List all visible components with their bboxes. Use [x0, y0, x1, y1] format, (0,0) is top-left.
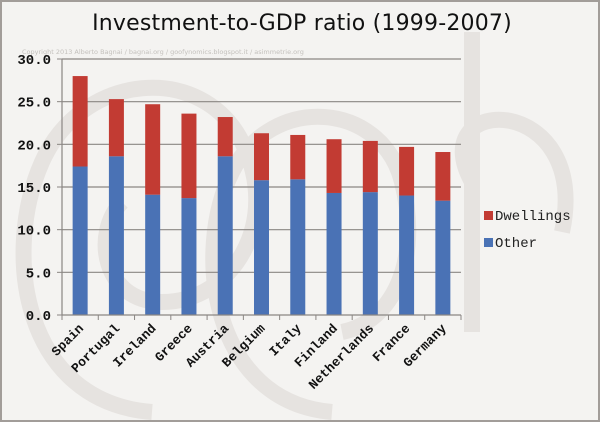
- bar-dwellings-ireland: [145, 104, 161, 195]
- copyright-watermark: Copyright 2013 Alberto Bagnai / bagnai.o…: [22, 48, 304, 56]
- bar-dwellings-spain: [72, 76, 88, 167]
- legend: Dwellings Other: [484, 209, 571, 252]
- bar-dwellings-italy: [290, 134, 306, 180]
- legend-swatch-other: [484, 238, 493, 247]
- y-tick-label: 30.0: [17, 53, 51, 69]
- x-category-label: Netherlands: [306, 321, 377, 392]
- y-axis-tick-labels: 0.0 5.0 10.0 15.0 20.0 25.0 30.0: [17, 53, 51, 325]
- bar-other-spain: [72, 166, 88, 315]
- y-tick-label: 5.0: [26, 266, 51, 282]
- legend-label-other: Other: [495, 236, 537, 252]
- legend-swatch-dwellings: [484, 211, 493, 220]
- bar-dwellings-portugal: [108, 99, 124, 157]
- axes: [57, 58, 462, 320]
- y-tick-label: 15.0: [17, 181, 51, 197]
- bars: [72, 76, 451, 315]
- chart-title: Investment-to-GDP ratio (1999-2007): [92, 11, 512, 36]
- bar-other-italy: [290, 179, 306, 315]
- bar-other-ireland: [145, 194, 161, 315]
- y-tick-label: 0.0: [26, 309, 51, 325]
- legend-label-dwellings: Dwellings: [495, 209, 571, 225]
- bar-other-germany: [435, 200, 451, 315]
- bar-other-netherlands: [362, 192, 378, 315]
- bar-other-portugal: [108, 156, 124, 315]
- bar-dwellings-netherlands: [362, 140, 378, 193]
- bar-dwellings-germany: [435, 152, 451, 201]
- y-tick-label: 25.0: [17, 96, 51, 112]
- bar-dwellings-france: [399, 146, 415, 196]
- bar-dwellings-finland: [326, 139, 342, 193]
- bar-other-greece: [181, 198, 197, 315]
- bar-other-finland: [326, 192, 342, 315]
- bar-dwellings-belgium: [254, 133, 269, 181]
- bar-dwellings-austria: [217, 117, 233, 157]
- x-axis-category-labels: SpainPortugalIrelandGreeceAustriaBelgium…: [49, 321, 450, 392]
- bar-other-austria: [217, 156, 233, 315]
- y-tick-label: 20.0: [17, 138, 51, 154]
- y-tick-label: 10.0: [17, 224, 51, 240]
- bar-other-belgium: [254, 180, 269, 315]
- bar-dwellings-greece: [181, 113, 197, 199]
- bar-other-france: [399, 195, 415, 315]
